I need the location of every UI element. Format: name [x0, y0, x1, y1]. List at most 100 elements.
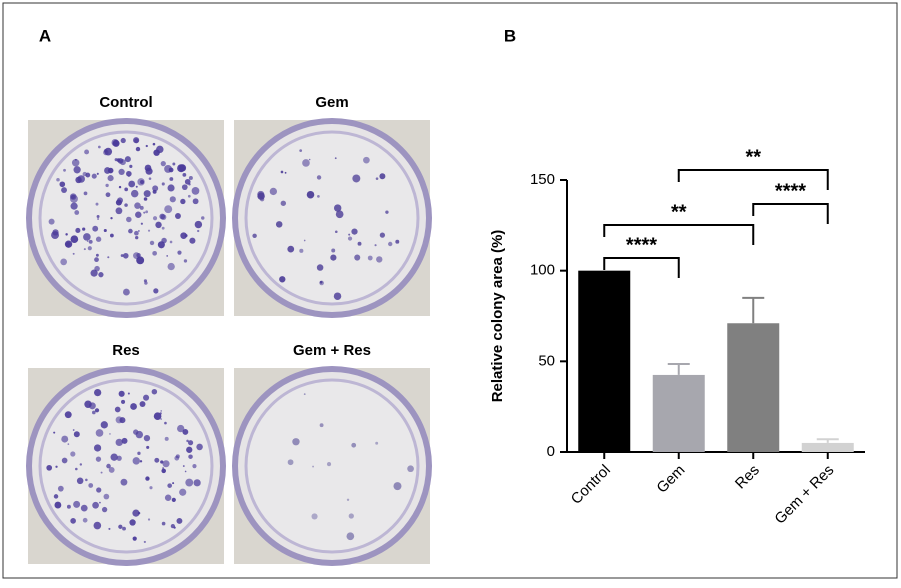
colony — [379, 173, 386, 180]
colony — [303, 393, 306, 395]
colony — [92, 410, 96, 415]
colony — [69, 194, 78, 203]
colony — [184, 470, 187, 473]
y-tick-label: 50 — [538, 352, 555, 369]
colony — [143, 190, 151, 198]
colony — [151, 388, 158, 395]
colony — [119, 417, 126, 424]
colony — [75, 227, 81, 233]
colony — [201, 216, 205, 220]
colony — [135, 235, 139, 240]
colony — [162, 460, 170, 468]
colony — [357, 241, 362, 246]
colony — [61, 457, 68, 464]
colony — [319, 280, 323, 284]
colony — [143, 279, 148, 283]
significance-label: **** — [626, 234, 657, 256]
colony — [331, 248, 336, 253]
colony — [161, 226, 165, 230]
colony — [109, 433, 111, 435]
colony — [64, 240, 73, 248]
colony — [79, 463, 83, 466]
colony — [130, 189, 139, 198]
colony — [93, 444, 102, 452]
colony — [75, 176, 82, 184]
colony — [82, 517, 88, 523]
y-tick-label: 100 — [530, 262, 555, 279]
colony — [393, 482, 402, 491]
colony — [64, 411, 72, 419]
colony — [84, 400, 92, 408]
photo-panel: Control Gem Res Gem + Res — [26, 94, 432, 566]
colony — [105, 192, 111, 198]
colony — [188, 440, 194, 446]
colony — [153, 288, 159, 294]
colony — [73, 500, 81, 508]
colony — [143, 540, 146, 544]
y-tick-label: 150 — [530, 171, 555, 188]
colony — [96, 172, 99, 175]
colony — [145, 144, 148, 148]
colony — [114, 406, 121, 413]
colony — [118, 168, 125, 176]
colony — [110, 453, 118, 461]
colony — [138, 230, 140, 232]
colony — [149, 240, 155, 246]
colony — [91, 173, 97, 179]
colony — [88, 239, 93, 244]
colony — [76, 477, 84, 485]
colony — [146, 445, 150, 449]
colony — [182, 173, 187, 177]
colony — [153, 149, 160, 156]
colony — [96, 487, 102, 493]
colony — [80, 504, 88, 512]
colony — [188, 175, 193, 180]
y-axis-title: Relative colony area (%) — [489, 230, 506, 403]
colony — [173, 526, 176, 529]
colony — [374, 244, 377, 247]
colony — [181, 184, 188, 191]
colony — [95, 456, 102, 462]
colony — [143, 211, 146, 214]
colony — [180, 232, 187, 239]
colony — [160, 460, 164, 464]
colony — [126, 170, 132, 177]
colony — [75, 467, 78, 471]
significance-label: ** — [745, 146, 761, 168]
colony — [137, 178, 145, 186]
colony — [129, 164, 133, 168]
colony — [184, 178, 191, 185]
colony — [140, 222, 143, 225]
colony — [167, 262, 175, 271]
colony — [46, 464, 53, 471]
colony — [48, 218, 55, 225]
colony — [152, 216, 158, 221]
colony — [164, 494, 172, 501]
colony — [159, 213, 166, 220]
colony — [59, 181, 66, 188]
colony — [83, 233, 91, 241]
colony — [90, 269, 98, 277]
colony — [108, 527, 111, 530]
colony — [185, 478, 194, 487]
colony — [348, 513, 354, 519]
colony — [252, 233, 257, 239]
colony — [177, 424, 185, 433]
colony — [61, 435, 69, 443]
colony — [143, 197, 148, 201]
colony — [95, 202, 99, 206]
colony — [73, 166, 81, 174]
colony — [137, 451, 141, 455]
colony — [333, 204, 342, 212]
colony — [74, 210, 80, 215]
colony — [117, 158, 124, 164]
panel-label: B — [504, 26, 516, 45]
colony — [135, 185, 138, 188]
colony — [135, 211, 142, 218]
colony — [95, 236, 102, 242]
colony — [172, 162, 176, 166]
colony — [73, 431, 80, 438]
colony — [257, 192, 265, 200]
significance-bracket — [603, 224, 755, 245]
colony — [129, 519, 136, 526]
